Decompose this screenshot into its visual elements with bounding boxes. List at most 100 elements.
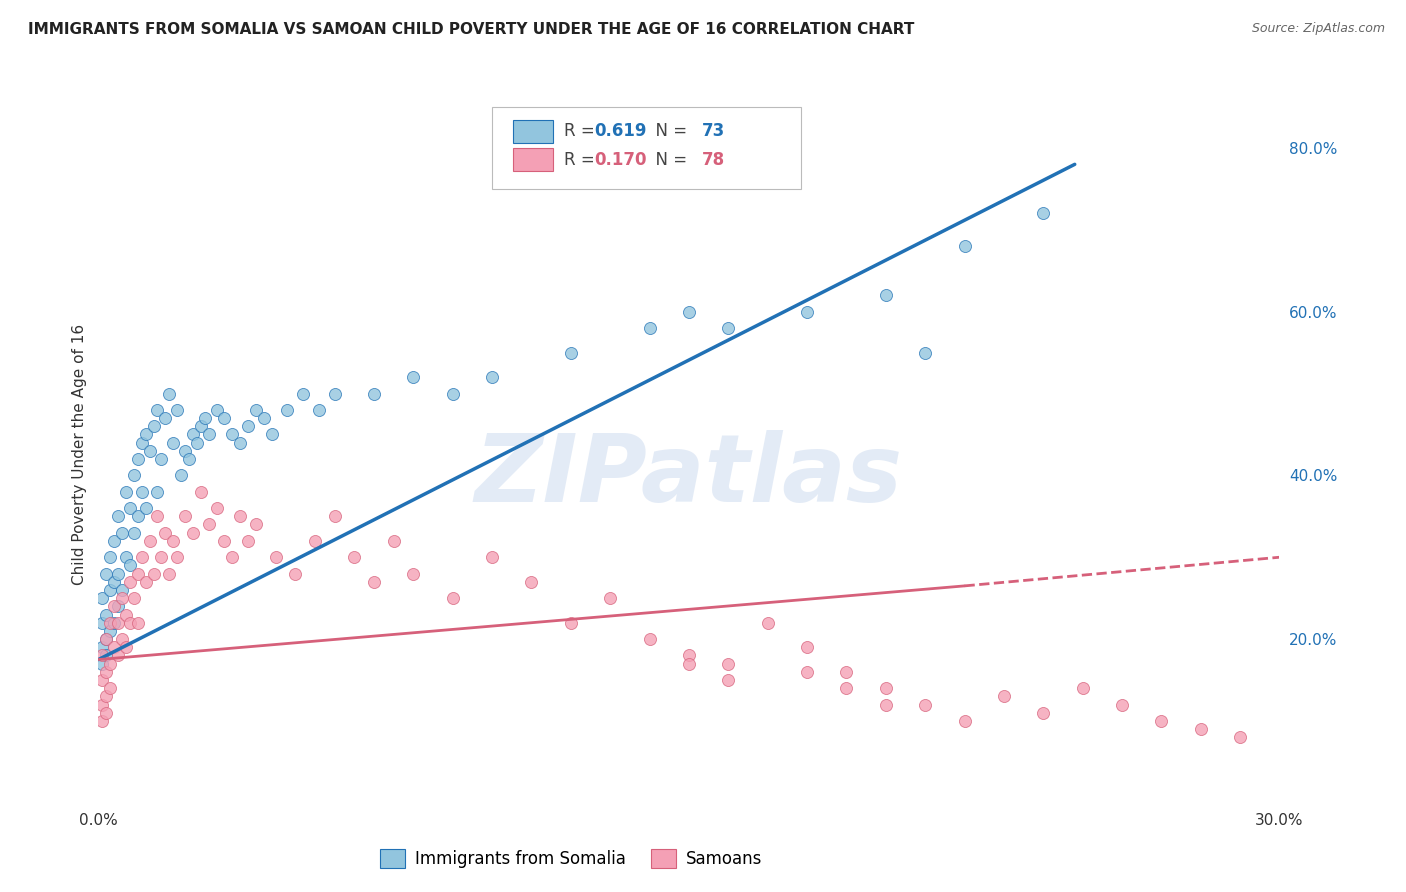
Point [174,443,197,458]
Point [560,345,582,359]
Point [520,574,543,589]
Point [717,673,740,687]
Point [363,386,385,401]
Point [599,591,621,606]
Point [91,698,114,712]
Point [835,681,858,696]
Text: N =: N = [645,122,693,140]
Point [953,714,976,728]
Point [186,435,208,450]
Point [115,550,138,565]
Point [197,427,219,442]
Point [122,591,145,606]
Point [96,632,118,646]
Point [717,321,740,335]
Point [155,411,177,425]
Point [131,484,153,499]
Point [1229,731,1251,745]
Point [131,435,153,450]
Point [91,640,114,655]
Point [875,698,897,712]
Point [96,566,118,581]
Point [111,591,134,606]
Point [343,550,366,565]
Point [221,427,243,442]
Text: IMMIGRANTS FROM SOMALIA VS SAMOAN CHILD POVERTY UNDER THE AGE OF 16 CORRELATION : IMMIGRANTS FROM SOMALIA VS SAMOAN CHILD … [28,22,914,37]
Y-axis label: Child Poverty Under the Age of 16: Child Poverty Under the Age of 16 [72,325,87,585]
Point [875,681,897,696]
Point [162,533,184,548]
Text: R =: R = [564,151,600,169]
Point [796,665,818,679]
Point [678,304,700,318]
Point [98,657,121,671]
Point [107,615,129,630]
Text: 78: 78 [702,151,724,169]
Point [118,574,141,589]
Point [107,599,129,614]
Text: 73: 73 [702,122,725,140]
Point [166,550,188,565]
Point [1150,714,1173,728]
Point [98,582,121,597]
Point [115,640,138,655]
Point [170,468,193,483]
Point [157,386,180,401]
Point [91,714,114,728]
Point [118,558,141,573]
Point [1111,698,1133,712]
Point [96,706,118,720]
Point [115,484,138,499]
Point [131,550,153,565]
Point [181,427,204,442]
Point [127,452,149,467]
Point [103,640,125,655]
Point [162,435,184,450]
Point [166,403,188,417]
Point [205,403,228,417]
Point [835,665,858,679]
Point [221,550,243,565]
Point [402,370,425,384]
Point [875,288,897,302]
Point [441,591,464,606]
Point [98,624,121,638]
Point [382,533,405,548]
Point [245,517,267,532]
Point [245,403,267,417]
Point [107,566,129,581]
Point [146,484,169,499]
Point [177,452,200,467]
Point [146,403,169,417]
Point [236,533,259,548]
Point [91,648,114,663]
Point [323,509,346,524]
Point [174,509,197,524]
Point [236,419,259,434]
Point [914,345,936,359]
Point [260,427,283,442]
Point [135,574,157,589]
Point [214,411,236,425]
Point [118,501,141,516]
Legend: Immigrants from Somalia, Samoans: Immigrants from Somalia, Samoans [373,842,769,874]
Point [122,525,145,540]
Point [717,657,740,671]
Point [253,411,276,425]
Point [96,665,118,679]
Point [323,386,346,401]
Point [157,566,180,581]
Point [115,607,138,622]
Point [146,509,169,524]
Point [96,690,118,704]
Point [292,386,315,401]
Point [127,615,149,630]
Point [135,427,157,442]
Point [284,566,307,581]
Point [756,615,779,630]
Point [914,698,936,712]
Point [181,525,204,540]
Point [229,435,252,450]
Point [150,452,173,467]
Point [107,648,129,663]
